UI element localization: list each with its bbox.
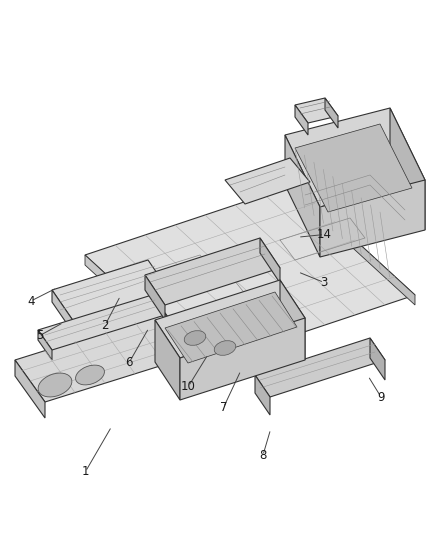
Polygon shape — [325, 98, 338, 128]
Polygon shape — [155, 280, 305, 358]
Text: 10: 10 — [181, 380, 196, 393]
Polygon shape — [225, 158, 310, 204]
Polygon shape — [180, 318, 305, 400]
Ellipse shape — [184, 330, 206, 345]
Polygon shape — [165, 292, 297, 363]
Polygon shape — [15, 313, 195, 402]
Text: 8: 8 — [259, 449, 266, 462]
Polygon shape — [260, 238, 280, 283]
Polygon shape — [295, 98, 338, 123]
Polygon shape — [52, 260, 170, 322]
Polygon shape — [280, 280, 305, 360]
Polygon shape — [38, 295, 165, 350]
Polygon shape — [85, 185, 415, 365]
Text: 7: 7 — [219, 401, 227, 414]
Polygon shape — [15, 360, 45, 418]
Polygon shape — [145, 275, 165, 320]
Text: 6: 6 — [125, 356, 133, 369]
Text: 2: 2 — [101, 319, 109, 332]
Polygon shape — [295, 185, 415, 305]
Polygon shape — [255, 338, 385, 397]
Text: 1: 1 — [81, 465, 89, 478]
Polygon shape — [145, 238, 280, 305]
Text: 5: 5 — [36, 329, 43, 342]
Ellipse shape — [38, 373, 72, 397]
Polygon shape — [285, 135, 320, 257]
Polygon shape — [255, 375, 270, 415]
Polygon shape — [390, 108, 425, 230]
Text: 9: 9 — [377, 391, 385, 403]
Text: 3: 3 — [321, 276, 328, 289]
Polygon shape — [165, 313, 195, 371]
Polygon shape — [52, 290, 74, 334]
Polygon shape — [38, 330, 52, 360]
Polygon shape — [285, 108, 425, 207]
Polygon shape — [295, 124, 412, 212]
Ellipse shape — [214, 341, 236, 356]
Polygon shape — [85, 255, 205, 375]
Polygon shape — [320, 180, 425, 257]
Ellipse shape — [76, 365, 104, 385]
Polygon shape — [155, 320, 180, 400]
Text: 4: 4 — [27, 295, 35, 308]
Polygon shape — [370, 338, 385, 380]
Text: 14: 14 — [317, 228, 332, 241]
Polygon shape — [295, 105, 308, 135]
